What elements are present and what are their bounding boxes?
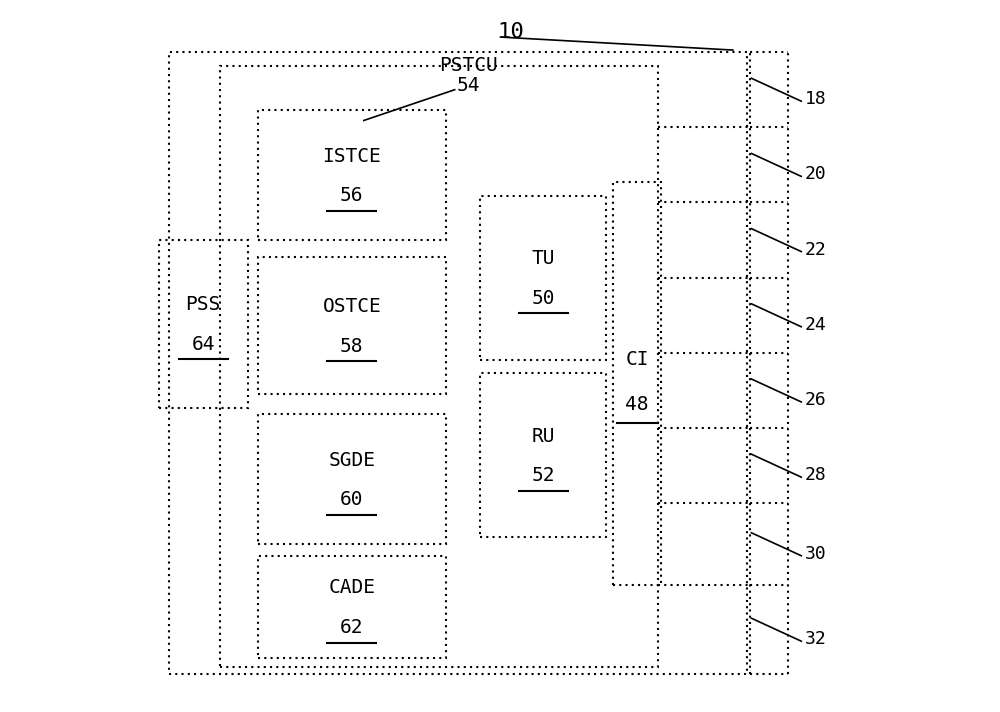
Text: PSS: PSS — [186, 295, 221, 314]
Text: 10: 10 — [497, 21, 524, 41]
Bar — [258, 257, 446, 394]
Text: 56: 56 — [340, 186, 364, 205]
Text: 64: 64 — [191, 335, 215, 354]
Text: 58: 58 — [340, 337, 364, 355]
Bar — [480, 196, 606, 360]
Text: SGDE: SGDE — [328, 451, 375, 470]
Text: 60: 60 — [340, 491, 364, 509]
Bar — [480, 373, 606, 538]
Text: PSTCU: PSTCU — [439, 56, 498, 75]
Bar — [169, 52, 747, 674]
Text: 24: 24 — [805, 316, 826, 334]
Text: 62: 62 — [340, 618, 364, 637]
Bar — [613, 182, 661, 585]
Bar — [258, 110, 446, 240]
Text: RU: RU — [531, 426, 555, 446]
Text: ISTCE: ISTCE — [322, 147, 381, 165]
Text: 30: 30 — [805, 545, 826, 562]
Text: 52: 52 — [531, 466, 555, 486]
Bar — [159, 240, 248, 407]
Text: 26: 26 — [805, 391, 826, 409]
Bar — [258, 414, 446, 544]
Bar — [220, 66, 658, 667]
Text: 18: 18 — [805, 90, 826, 108]
Text: 50: 50 — [531, 288, 555, 308]
Text: TU: TU — [531, 249, 555, 268]
Text: 32: 32 — [805, 630, 826, 648]
Text: CI: CI — [625, 350, 649, 370]
Text: CADE: CADE — [328, 578, 375, 597]
Bar — [258, 556, 446, 659]
Text: 22: 22 — [805, 241, 826, 258]
Text: 28: 28 — [805, 466, 826, 484]
Text: 48: 48 — [625, 394, 649, 414]
Text: 20: 20 — [805, 165, 826, 184]
Text: OSTCE: OSTCE — [322, 297, 381, 316]
Text: 54: 54 — [457, 76, 480, 95]
